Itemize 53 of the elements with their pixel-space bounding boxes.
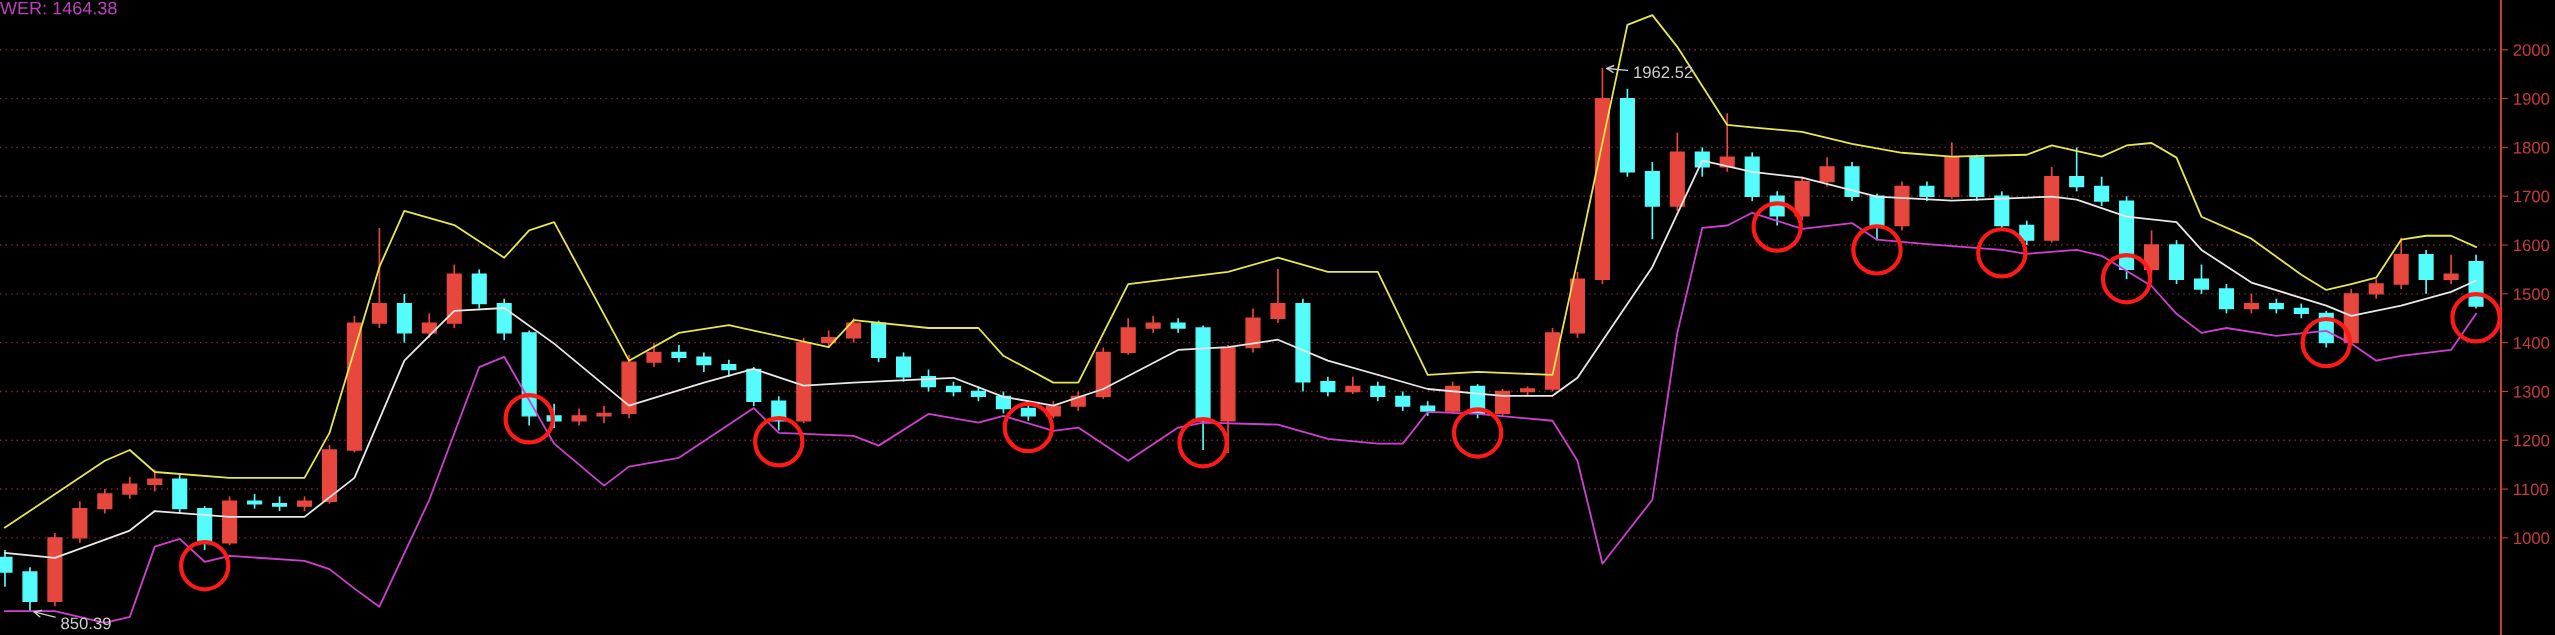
candlestick [895,351,912,383]
annotation: WER: 1464.38 [0,1,117,15]
y-tick-label: 1300 [2514,385,2550,398]
candlestick [1395,390,1411,412]
point [178,539,231,592]
y-tick-label: 1800 [2514,141,2550,154]
line-series [4,14,2477,529]
point [1002,401,1055,454]
point [753,416,805,468]
point [2100,253,2153,305]
candlestick [1495,388,1511,417]
candlestick [1919,180,1935,202]
y-tick-label: 1900 [2514,92,2550,105]
candlestick [1370,380,1386,403]
point [1976,227,2028,279]
y-tick-label: 1500 [2514,288,2550,301]
candlestick [97,488,113,515]
candlestick [1819,156,1835,188]
annotation: 850.39 [61,617,111,630]
y-tick-label: 1700 [2514,190,2550,203]
candlestick [2069,146,2085,193]
y-tick-label: 2000 [2513,44,2550,56]
point [1177,416,1229,469]
point [2450,292,2501,344]
point [2300,316,2352,369]
annotation: 1962.52 [1634,66,1693,79]
candlestick [646,341,662,368]
y-tick-label: 1000 [2514,532,2550,545]
candlestick [147,468,163,493]
y-tick-label: 1100 [2514,483,2548,496]
candlestick [2019,219,2035,246]
candlestick [2218,283,2234,315]
y-tick-label: 1600 [2514,239,2550,252]
candlestick [2193,263,2210,295]
candlestick [696,351,712,373]
point [1751,201,1803,253]
candlestick [1320,375,1336,398]
candlestick [122,476,138,500]
point [1851,224,1903,276]
candlestick [2368,278,2384,300]
candlestick [371,227,387,329]
candlestick [2243,292,2259,315]
candlestick [2094,175,2110,207]
y-tick-label: 1400 [2514,337,2550,349]
candlestick [1270,268,1286,324]
candlestick [846,317,862,344]
candlestick [2443,253,2459,285]
candlestick [1719,112,1735,173]
candlestick [421,312,437,339]
point [503,393,555,445]
point [1451,407,1504,459]
candlestick [596,405,612,425]
y-tick-label: 1200 [2514,434,2550,447]
